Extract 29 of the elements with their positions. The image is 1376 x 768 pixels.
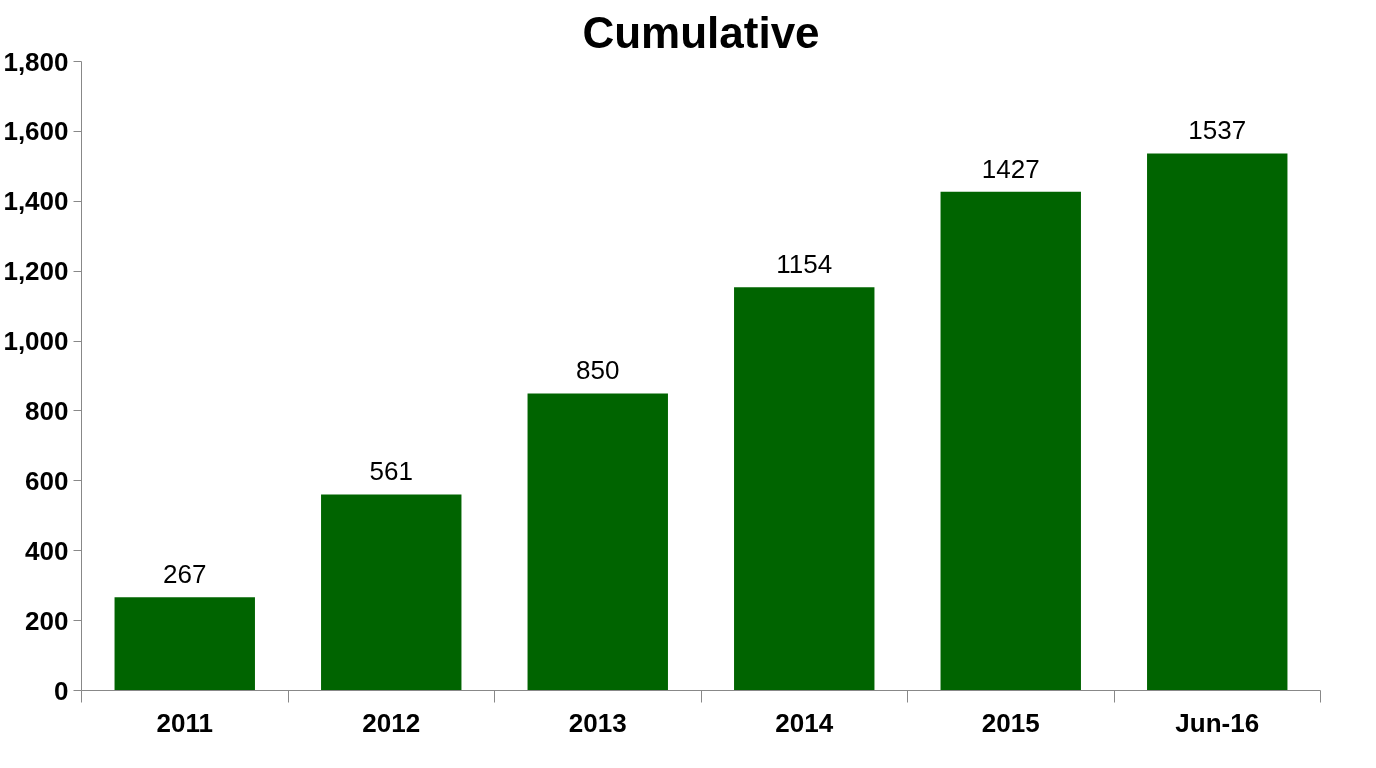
y-tick-label: 1,200 xyxy=(3,256,69,287)
data-label: 850 xyxy=(576,355,620,386)
y-tick-label: 200 xyxy=(25,605,69,636)
y-tick-label: 1,800 xyxy=(3,46,69,77)
x-tick-label: 2012 xyxy=(362,707,421,738)
x-tick-label: 2013 xyxy=(568,707,627,738)
x-tick-label: 2015 xyxy=(981,707,1040,738)
bar xyxy=(114,597,255,691)
data-label: 267 xyxy=(163,559,207,590)
data-label: 1427 xyxy=(981,153,1040,184)
data-label: 1154 xyxy=(776,249,833,280)
bar xyxy=(940,191,1081,691)
bar xyxy=(734,287,875,691)
y-tick-label: 0 xyxy=(54,675,69,706)
bar xyxy=(527,393,668,691)
y-tick-label: 400 xyxy=(25,535,69,566)
y-tick-label: 1,400 xyxy=(3,186,69,217)
y-tick-label: 600 xyxy=(25,465,69,496)
y-tick-label: 800 xyxy=(25,395,69,426)
data-label: 1537 xyxy=(1188,115,1247,146)
data-label: 561 xyxy=(369,456,413,487)
bar xyxy=(1147,153,1288,691)
y-tick-label: 1,000 xyxy=(3,326,69,357)
bar xyxy=(321,494,462,691)
x-tick-label: 2011 xyxy=(156,707,213,738)
x-tick-label: 2014 xyxy=(775,707,834,738)
x-tick-label: Jun-16 xyxy=(1175,707,1260,738)
chart-title: Cumulative xyxy=(582,7,820,57)
y-tick-label: 1,600 xyxy=(3,116,69,147)
